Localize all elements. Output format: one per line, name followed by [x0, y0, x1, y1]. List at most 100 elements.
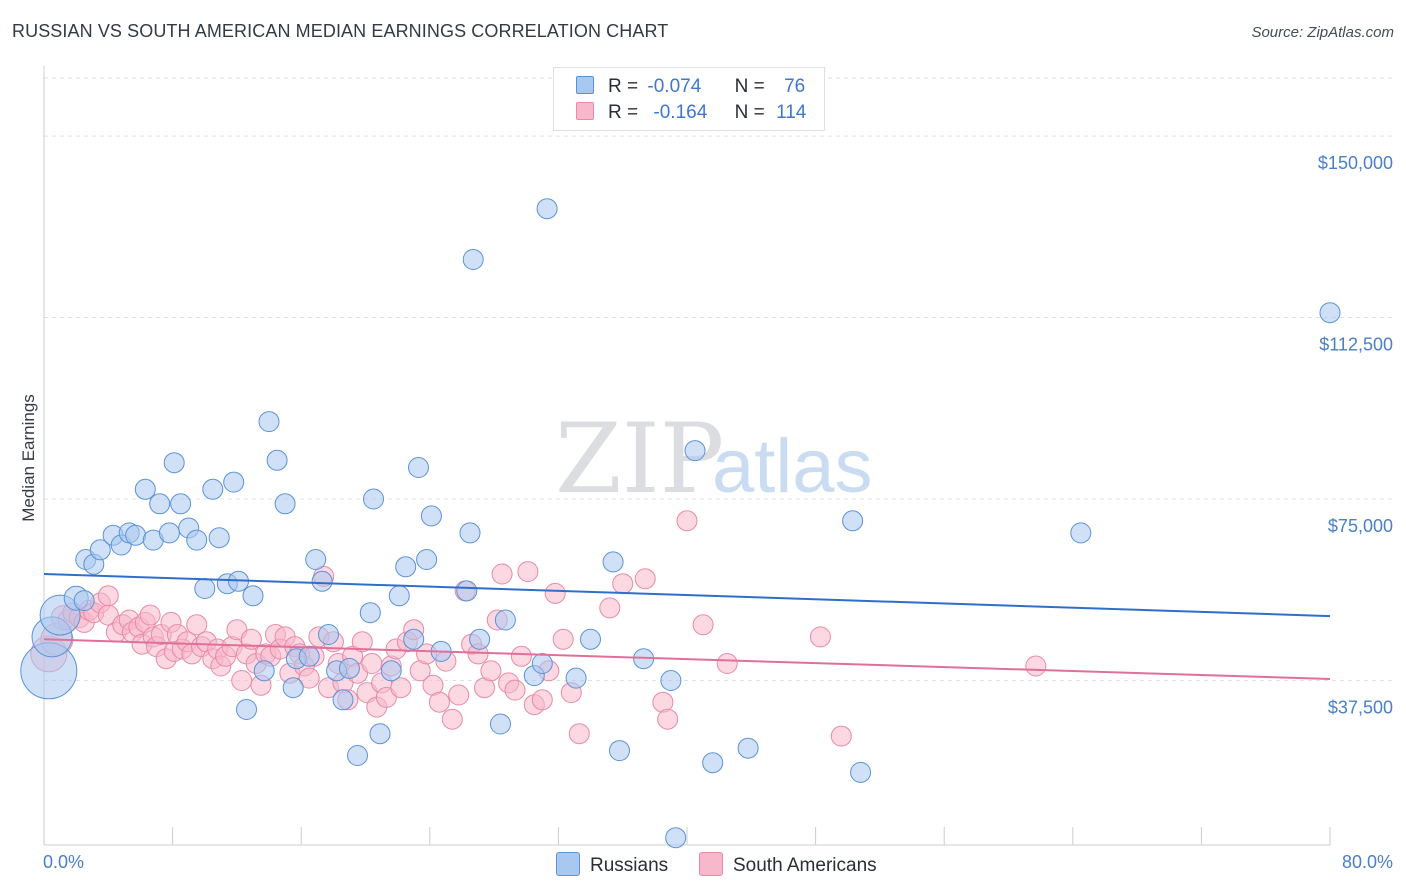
legend-row-russians: R = -0.074 N = 76: [576, 76, 805, 100]
series-south-americans: [30, 510, 1047, 747]
russians-point-16: [163, 452, 185, 474]
south-americans-point-88: [491, 563, 513, 585]
russians-point-20: [194, 578, 216, 599]
russians-point-53: [456, 580, 478, 602]
russians-point-75: [1319, 302, 1341, 324]
russians-point-7: [89, 539, 111, 561]
russians-point-49: [408, 457, 429, 478]
legend-r-label: R =: [608, 76, 639, 97]
russians-point-15: [158, 522, 180, 544]
russians-point-42: [359, 602, 381, 624]
watermark: ZIP atlas: [555, 403, 873, 515]
south-americans-trend-line: [43, 638, 1331, 680]
russians-point-58: [494, 609, 516, 631]
south-americans-point-39: [231, 670, 253, 691]
stats-legend: R = -0.074 N = 76 R = -0.164 N = 114: [553, 67, 825, 131]
legend-n-value-russians: 76: [784, 76, 806, 97]
y-axis-label: Median Earnings: [19, 394, 38, 522]
x-tick-min: 0.0%: [43, 852, 84, 872]
russians-point-45: [380, 660, 402, 682]
bottom-legend-russians: Russians: [556, 852, 668, 877]
south-americans-point-104: [657, 708, 679, 730]
russians-point-28: [253, 660, 275, 682]
russians-point-67: [660, 670, 682, 691]
south-americans-swatch: [576, 102, 594, 120]
legend-n-value-south-americans: 114: [776, 102, 807, 123]
russians-point-72: [842, 510, 864, 532]
russians-point-74: [1070, 522, 1092, 544]
south-americans-point-53: [298, 667, 320, 689]
south-americans-point-109: [830, 725, 852, 747]
south-americans-point-72: [390, 677, 412, 699]
legend-r-label: R =: [608, 102, 639, 123]
south-americans-point-96: [544, 582, 566, 604]
south-americans-point-81: [448, 684, 470, 706]
russians-point-56: [469, 628, 491, 650]
russians-point-14: [149, 493, 171, 515]
russians-point-35: [305, 549, 327, 570]
russians-point-61: [536, 198, 558, 220]
russians-point-62: [565, 667, 587, 689]
russians-point-43: [363, 488, 384, 510]
south-americans-point-69: [375, 686, 397, 708]
legend-n-label: N =: [734, 76, 765, 97]
south-americans-point-101: [612, 573, 634, 595]
russians-point-46: [388, 585, 410, 607]
russians-point-47: [395, 556, 417, 578]
south-americans-point-106: [692, 614, 714, 636]
russians-point-57: [490, 713, 511, 735]
russians-point-64: [602, 551, 624, 573]
south-americans-point-86: [480, 660, 502, 682]
russians-point-48: [403, 628, 425, 650]
russians-point-55: [462, 249, 484, 270]
south-americans-point-90: [504, 679, 526, 701]
south-americans-point-94: [531, 689, 553, 711]
russians-point-27: [242, 585, 264, 607]
russians-point-39: [332, 689, 354, 711]
y-tick-label-0: $37,500: [1328, 697, 1393, 717]
russians-point-4: [73, 590, 95, 612]
legend-r-value-russians: -0.074: [647, 76, 702, 97]
south-americans-point-38: [226, 619, 248, 641]
y-axis-ticks: $37,500 $75,000 $112,500 $150,000: [1318, 153, 1393, 717]
south-americans-point-80: [441, 708, 463, 730]
russians-point-40: [338, 657, 360, 679]
russians-point-68: [665, 827, 687, 849]
bottom-legend-south-americans-swatch: [699, 852, 723, 876]
russians-point-32: [282, 677, 304, 699]
russians-point-60: [531, 653, 553, 674]
russians-point-37: [318, 624, 339, 645]
russians-point-24: [223, 471, 245, 493]
legend-r-value-south-americans: -0.164: [653, 102, 708, 123]
south-americans-point-102: [634, 568, 656, 590]
russians-point-17: [170, 493, 192, 515]
south-americans-point-100: [599, 597, 621, 619]
russians-point-21: [202, 478, 224, 500]
south-americans-point-64: [351, 631, 373, 653]
x-tick-max: 80.0%: [1342, 852, 1393, 872]
series-russians: [20, 198, 1341, 849]
russians-point-36: [311, 570, 333, 592]
russians-trend-line: [43, 573, 1331, 618]
russians-point-41: [347, 745, 368, 766]
axes: [43, 66, 1331, 846]
legend-row-south-americans: R = -0.164 N = 114: [576, 102, 806, 126]
y-tick-label-3: $150,000: [1318, 153, 1393, 173]
russians-point-70: [702, 752, 724, 774]
russians-point-51: [420, 505, 442, 527]
russians-point-34: [298, 645, 320, 667]
russians-point-50: [416, 549, 438, 570]
south-americans-point-91: [510, 645, 532, 667]
russians-point-22: [208, 527, 230, 549]
russians-point-63: [580, 628, 601, 650]
south-americans-point-11: [97, 585, 119, 607]
russians-point-26: [236, 699, 257, 720]
south-americans-point-41: [240, 628, 262, 650]
y-tick-label-1: $75,000: [1328, 516, 1393, 536]
russians-point-29: [258, 411, 280, 433]
trend-lines: [43, 573, 1331, 680]
bottom-legend-russians-swatch: [556, 852, 580, 876]
russians-point-12: [134, 478, 156, 500]
south-americans-point-99: [568, 723, 590, 745]
bottom-legend-south-americans-label: South Americans: [733, 855, 877, 876]
